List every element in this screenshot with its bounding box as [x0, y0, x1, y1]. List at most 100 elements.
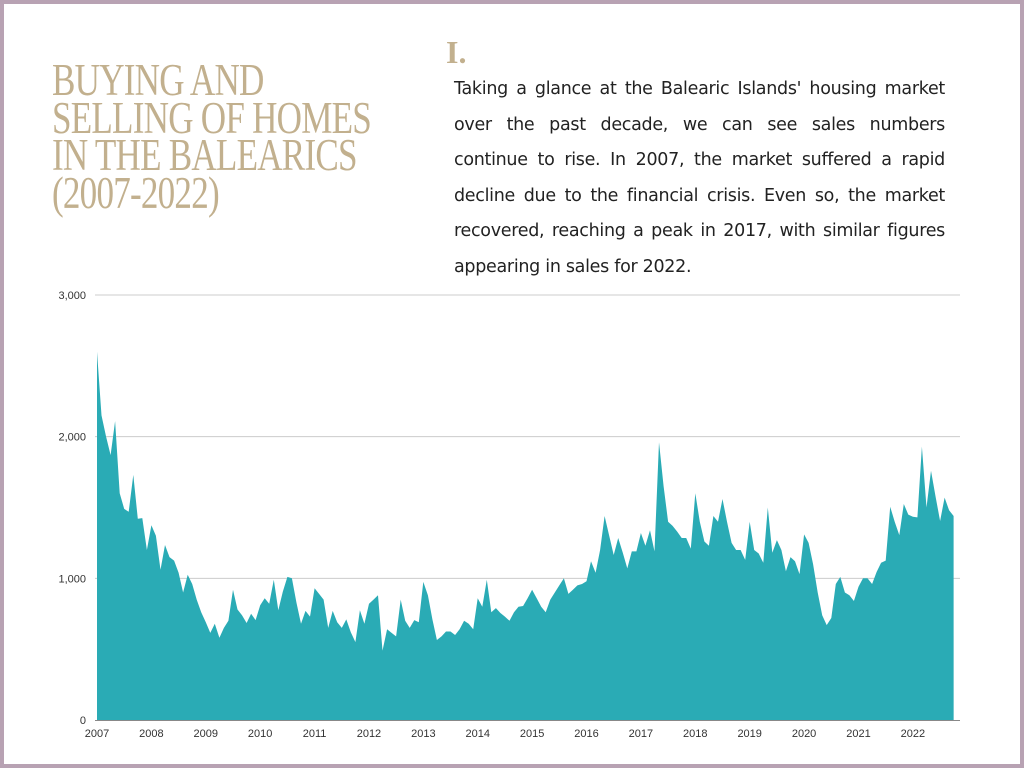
data-point [939, 519, 942, 522]
data-point [830, 617, 833, 620]
data-point [621, 551, 624, 554]
x-tick-label: 2007 [85, 728, 109, 740]
data-point [907, 513, 910, 516]
title-line: IN THE BALEARICS [52, 130, 358, 180]
data-point [404, 619, 407, 622]
title-line: SELLING OF HOMES [52, 92, 372, 143]
x-tick-label: 2013 [411, 728, 435, 740]
data-point [730, 541, 733, 544]
data-point [395, 635, 398, 638]
data-point [454, 634, 457, 637]
data-point [367, 602, 370, 605]
x-tick-label: 2011 [303, 728, 327, 740]
gridlines [95, 294, 960, 579]
data-point [526, 597, 529, 600]
data-point [590, 560, 593, 563]
data-point [825, 624, 828, 627]
data-point [562, 577, 565, 580]
data-point [567, 592, 570, 595]
data-point [136, 517, 139, 520]
data-point [893, 520, 896, 523]
data-point [218, 636, 221, 639]
data-point [259, 604, 262, 607]
data-point [798, 573, 801, 576]
data-point [857, 585, 860, 588]
data-point [948, 509, 951, 512]
data-point [440, 635, 443, 638]
data-point [268, 602, 271, 605]
data-point [648, 529, 651, 532]
data-point [354, 641, 357, 644]
data-point [902, 502, 905, 505]
data-point [186, 573, 189, 576]
data-point [227, 619, 230, 622]
data-point [281, 590, 284, 593]
data-point [381, 649, 384, 652]
data-point [594, 571, 597, 574]
data-point [839, 575, 842, 578]
data-point [871, 583, 874, 586]
data-point [349, 631, 352, 634]
data-point [698, 520, 701, 523]
data-point [866, 577, 869, 580]
data-point [580, 583, 583, 586]
data-point [386, 628, 389, 631]
data-point [123, 507, 126, 510]
data-point [544, 611, 547, 614]
data-point [531, 588, 534, 591]
title-line: (2007-2022) [52, 167, 220, 218]
data-point [694, 492, 697, 495]
data-point [898, 534, 901, 537]
data-point [766, 506, 769, 509]
data-point [721, 498, 724, 501]
data-point [435, 638, 438, 641]
data-point [540, 605, 543, 608]
data-point [118, 492, 121, 495]
data-point [182, 591, 185, 594]
data-point [499, 612, 502, 615]
data-point [671, 524, 674, 527]
data-point [109, 454, 112, 457]
data-point [644, 544, 647, 547]
data-point [100, 414, 103, 417]
data-point [245, 621, 248, 624]
data-point [345, 618, 348, 621]
y-tick-label: 2,000 [58, 432, 86, 444]
y-tick-label: 0 [80, 715, 86, 727]
data-point [861, 577, 864, 580]
data-point [852, 600, 855, 603]
data-point [286, 575, 289, 578]
section-numeral: I. [446, 34, 467, 70]
data-point [784, 570, 787, 573]
data-point [458, 628, 461, 631]
data-point [503, 615, 506, 618]
data-point [789, 556, 792, 559]
data-point [150, 524, 153, 527]
data-point [200, 611, 203, 614]
data-point [571, 588, 574, 591]
data-point [608, 534, 611, 537]
data-point [322, 598, 325, 601]
y-tick-label: 1,000 [58, 573, 86, 585]
page-title: BUYING AND SELLING OF HOMES IN THE BALEA… [52, 55, 426, 218]
intro-paragraph: Taking a glance at the Balearic Islands'… [454, 79, 945, 277]
data-point [417, 621, 420, 624]
data-point [372, 598, 375, 601]
data-point [340, 626, 343, 629]
data-point [114, 420, 117, 423]
data-point [431, 618, 434, 621]
data-point [929, 469, 932, 472]
title-line: BUYING AND [52, 55, 264, 105]
x-tick-label: 2010 [248, 728, 272, 740]
data-point [490, 611, 493, 614]
data-point [213, 622, 216, 625]
data-point [522, 604, 525, 607]
data-point [925, 506, 928, 509]
data-point [635, 550, 638, 553]
data-point [168, 556, 171, 559]
data-point [553, 591, 556, 594]
data-point [612, 553, 615, 556]
data-point [603, 515, 606, 518]
